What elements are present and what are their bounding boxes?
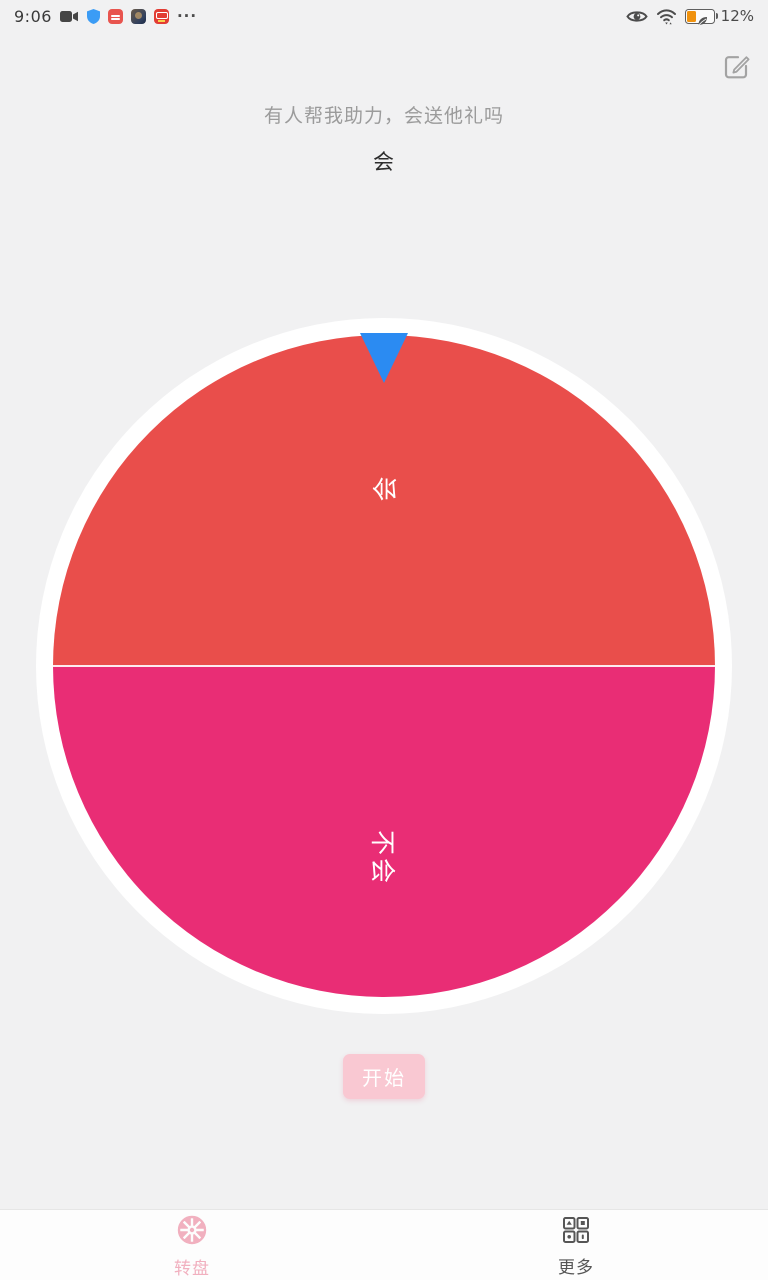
wheel-segment-no-label: 不会 xyxy=(368,829,397,887)
wifi-icon xyxy=(656,8,677,25)
grid-icon xyxy=(560,1214,592,1250)
tab-wheel[interactable]: 转盘 xyxy=(0,1210,384,1280)
status-time: 9:06 xyxy=(14,6,52,26)
bottom-nav: 转盘 更多 xyxy=(0,1209,768,1280)
wheel-segment-no: 不会 xyxy=(53,666,715,997)
wheel-icon xyxy=(175,1213,209,1251)
wheel-segment-yes: 会 xyxy=(53,335,715,666)
tab-more[interactable]: 更多 xyxy=(384,1210,768,1280)
battery-fill xyxy=(686,10,696,22)
app-icon-game xyxy=(130,8,146,24)
eye-protection-icon xyxy=(625,10,648,23)
edit-button[interactable] xyxy=(720,50,752,82)
tab-more-label: 更多 xyxy=(558,1258,594,1278)
wheel-segment-divider xyxy=(53,665,715,667)
start-button[interactable]: 开始 xyxy=(343,1054,425,1099)
wheel-segment-yes-label: 会 xyxy=(371,476,400,502)
app-icon-red xyxy=(107,8,123,24)
spin-wheel: 会 不会 xyxy=(36,318,732,1014)
status-bar-left: 9:06 ··· xyxy=(14,7,197,26)
status-bar: 9:06 ··· 12% xyxy=(0,0,768,32)
status-bar-right: 12% xyxy=(625,7,754,26)
battery-leaf-icon xyxy=(697,11,708,30)
answer-text: 会 xyxy=(373,150,395,174)
tab-wheel-label: 转盘 xyxy=(174,1259,210,1279)
camcorder-icon xyxy=(59,10,79,23)
battery-percent: 12% xyxy=(720,7,754,25)
shield-icon xyxy=(86,8,100,24)
more-notifications-dots: ··· xyxy=(176,7,198,25)
wheel-pointer-icon xyxy=(360,333,408,383)
battery-saver-icon xyxy=(684,8,719,26)
app-icon-taobao xyxy=(153,8,169,24)
question-text: 有人帮我助力，会送他礼吗 xyxy=(263,105,504,127)
wheel-face: 会 不会 xyxy=(53,335,715,997)
